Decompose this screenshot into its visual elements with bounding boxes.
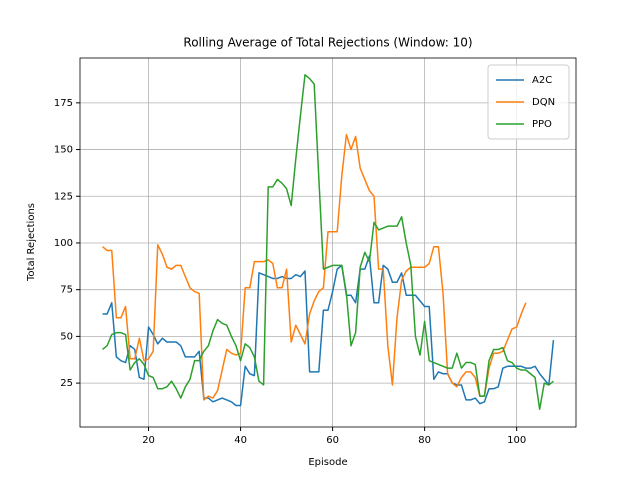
y-tick-label: 50 — [60, 331, 73, 342]
y-tick-label: 75 — [60, 285, 73, 296]
y-tick-label: 125 — [54, 191, 73, 202]
x-tick-label: 20 — [142, 435, 155, 446]
legend-box — [487, 64, 570, 140]
chart-title: Rolling Average of Total Rejections (Win… — [183, 36, 472, 50]
line-series — [102, 255, 555, 407]
legend-label: DQN — [532, 97, 555, 108]
y-tick-label: 25 — [60, 378, 73, 389]
x-tick-label: 100 — [507, 435, 526, 446]
plot-frame — [79, 57, 577, 428]
x-axis-label: Episode — [308, 457, 347, 468]
x-tick-label: 80 — [418, 435, 431, 446]
x-tick-label: 60 — [326, 435, 339, 446]
legend-label: PPO — [532, 119, 552, 130]
line-series — [102, 74, 554, 411]
legend: A2C DQN PPO — [487, 64, 570, 140]
y-tick-label: 175 — [54, 98, 73, 109]
y-tick-label: 100 — [54, 238, 73, 249]
y-tick-label: 150 — [54, 145, 73, 156]
x-tick-label: 40 — [234, 435, 247, 446]
legend-label: A2C — [532, 75, 552, 86]
y-axis-label: Total Rejections — [26, 203, 37, 282]
line-series — [102, 133, 527, 401]
